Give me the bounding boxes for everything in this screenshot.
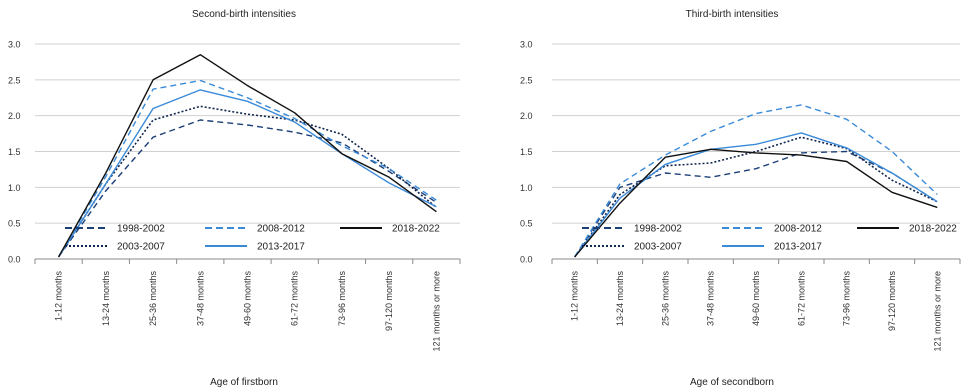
chart-title: Third-birth intensities [685,9,779,20]
x-tick-label: 97-120 months [887,271,897,332]
series-line-2018-2022 [574,148,938,258]
legend-label-1998-2002: 1998-2002 [117,224,165,235]
y-tick-label: 1.5 [8,147,21,157]
x-tick-label: 121 months or more [431,271,441,352]
y-tick-label: 2.0 [8,111,21,121]
y-tick-label: 1.0 [520,183,533,193]
x-tick-label: 97-120 months [384,271,394,332]
x-tick-label: 13-24 months [101,271,111,327]
y-tick-label: 2.0 [520,111,533,121]
y-tick-label: 0.5 [8,219,21,229]
y-tick-label: 2.5 [8,75,21,85]
x-tick-label: 25-36 months [660,271,670,327]
series-line-2008-2012 [574,104,938,258]
second-birth-plot: 0.0 0.5 1.0 1.5 2.0 2.5 3.0 1-12 months 13-24 mo… [8,40,461,352]
x-tick-label: 61-72 months [290,271,300,327]
x-tick-label: 61-72 months [796,271,806,327]
y-tick-label: 0.5 [520,219,533,229]
legend-label-1998-2002: 1998-2002 [634,224,682,235]
y-tick-label: 1.0 [8,183,21,193]
x-tick-label: 121 months or more [932,271,942,352]
series-line-2008-2012 [57,79,437,258]
series-line-1998-2002 [574,150,938,258]
series-line-2003-2007 [57,105,437,258]
x-tick-label: 1-12 months [54,271,64,322]
x-tick-label: 73-96 months [842,271,852,327]
legend-label-2003-2007: 2003-2007 [634,242,682,253]
second-birth-chart: Second-birth intensities 0.0 0.5 1.0 1.5 2.0… [0,0,488,391]
legend-label-2013-2017: 2013-2017 [257,242,305,253]
legend-label-2003-2007: 2003-2007 [117,242,165,253]
legend-label-2013-2017: 2013-2017 [774,242,822,253]
y-tick-label: 3.0 [520,40,533,50]
x-tick-label: 49-60 months [751,271,761,327]
x-tick-label: 37-48 months [195,271,205,327]
legend-label-2008-2012: 2008-2012 [257,224,305,235]
x-tick-label: 25-36 months [148,271,158,327]
third-birth-chart: Third-birth intensities 0.0 0.5 1.0 1.5 2.0 2… [488,0,976,391]
y-tick-label: 1.5 [520,147,533,157]
series-line-2003-2007 [574,136,938,258]
x-tick-label: 37-48 months [706,271,716,327]
chart-title: Second-birth intensities [192,9,296,20]
legend-label-2018-2022: 2018-2022 [909,224,957,235]
legend-label-2008-2012: 2008-2012 [774,224,822,235]
x-tick-label: 1-12 months [570,271,580,322]
y-tick-label: 2.5 [520,75,533,85]
legend-label-2018-2022: 2018-2022 [392,224,440,235]
y-tick-label: 0.0 [8,255,21,265]
x-tick-label: 13-24 months [615,271,625,327]
x-tick-label: 49-60 months [243,271,253,327]
y-tick-label: 0.0 [520,255,533,265]
series-line-2018-2022 [57,54,437,258]
x-axis-label: Age of secondborn [690,377,774,388]
series-line-1998-2002 [58,119,437,258]
x-axis-label: Age of firstborn [210,377,278,388]
y-tick-label: 3.0 [8,40,21,50]
series-line-2013-2017 [58,89,437,258]
third-birth-plot: 0.0 0.5 1.0 1.5 2.0 2.5 3.0 1-12 months 13-24 mo… [520,40,961,352]
x-tick-label: 73-96 months [337,271,347,327]
